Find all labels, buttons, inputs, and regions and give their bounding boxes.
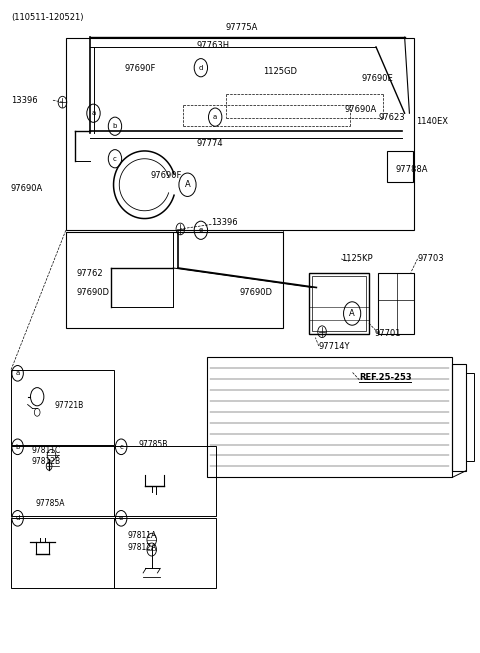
Text: 97763H: 97763H (196, 41, 229, 50)
Text: 97774: 97774 (196, 138, 223, 148)
Text: 97785B: 97785B (139, 440, 168, 449)
Text: (110511-120521): (110511-120521) (11, 13, 84, 22)
Bar (66, 39, 414, 231)
Text: e: e (119, 515, 123, 521)
Text: 1125KP: 1125KP (341, 255, 373, 263)
Text: 97812A: 97812A (128, 543, 157, 552)
Bar (11, 370, 114, 445)
Text: 97703: 97703 (418, 255, 444, 263)
Text: b: b (15, 444, 20, 450)
Text: 97714Y: 97714Y (319, 342, 350, 351)
Text: 97811C: 97811C (32, 445, 60, 454)
Text: 1140EX: 1140EX (416, 117, 448, 126)
Text: 97690A: 97690A (345, 106, 377, 114)
Text: 97690F: 97690F (150, 171, 181, 180)
Bar (466, 374, 474, 461)
Text: e: e (199, 227, 203, 233)
Text: 97762: 97762 (77, 268, 103, 278)
Text: a: a (15, 370, 20, 376)
Bar (114, 518, 216, 588)
Text: c: c (119, 444, 123, 450)
Bar (387, 151, 413, 182)
Text: d: d (199, 65, 203, 71)
Text: 97812B: 97812B (32, 456, 60, 466)
Text: 97811A: 97811A (128, 532, 157, 541)
Bar (309, 272, 369, 334)
Text: 97785A: 97785A (36, 499, 65, 508)
Text: 97721B: 97721B (55, 402, 84, 410)
Text: 97690D: 97690D (77, 288, 110, 297)
Text: 97788A: 97788A (395, 165, 428, 174)
Text: a: a (213, 114, 217, 120)
Text: 13396: 13396 (211, 218, 238, 227)
Text: b: b (113, 123, 117, 129)
Bar (312, 276, 366, 331)
Bar (378, 272, 414, 334)
Text: 97690A: 97690A (11, 184, 43, 193)
Text: A: A (349, 309, 355, 318)
Bar (206, 357, 452, 477)
Text: A: A (185, 180, 191, 189)
Text: 97701: 97701 (374, 328, 401, 338)
Bar (11, 446, 114, 517)
Bar (114, 446, 216, 517)
Text: c: c (113, 156, 117, 162)
Text: d: d (15, 515, 20, 521)
Text: REF.25-253: REF.25-253 (360, 373, 412, 382)
Text: 97690F: 97690F (124, 64, 156, 73)
Text: 97690D: 97690D (240, 288, 273, 297)
Text: 13396: 13396 (11, 96, 37, 104)
Text: 97775A: 97775A (226, 23, 258, 32)
Text: a: a (91, 110, 96, 116)
Bar (66, 232, 283, 328)
Text: 1125GD: 1125GD (263, 67, 297, 76)
Text: 97623: 97623 (378, 112, 405, 121)
Bar (11, 518, 114, 588)
Bar (452, 364, 466, 471)
Text: 97690E: 97690E (362, 74, 394, 83)
